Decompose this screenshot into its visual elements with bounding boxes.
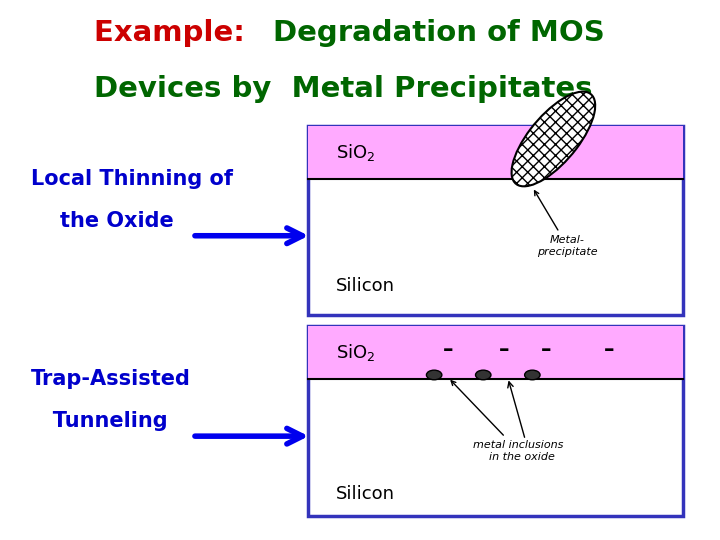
Text: the Oxide: the Oxide	[31, 211, 174, 231]
Text: metal inclusions
  in the oxide: metal inclusions in the oxide	[451, 381, 564, 462]
Ellipse shape	[475, 370, 491, 380]
Text: –: –	[541, 340, 552, 360]
Text: Devices by  Metal Precipitates: Devices by Metal Precipitates	[94, 75, 593, 103]
Ellipse shape	[512, 92, 595, 186]
Text: Silicon: Silicon	[336, 277, 395, 295]
Text: –: –	[443, 340, 454, 360]
Text: SiO$_2$: SiO$_2$	[336, 342, 375, 363]
Text: Tunneling: Tunneling	[31, 411, 168, 431]
FancyBboxPatch shape	[308, 326, 683, 516]
Text: –: –	[604, 340, 615, 360]
FancyBboxPatch shape	[308, 326, 683, 379]
Text: Silicon: Silicon	[336, 485, 395, 503]
Ellipse shape	[525, 370, 540, 380]
Ellipse shape	[426, 370, 442, 380]
Text: Local Thinning of: Local Thinning of	[31, 169, 233, 189]
Text: Trap-Assisted: Trap-Assisted	[31, 369, 191, 389]
Text: –: –	[499, 340, 510, 360]
FancyBboxPatch shape	[308, 126, 683, 315]
Text: SiO$_2$: SiO$_2$	[336, 142, 375, 163]
FancyBboxPatch shape	[308, 126, 683, 179]
Text: Degradation of MOS: Degradation of MOS	[273, 19, 605, 47]
Text: Example:: Example:	[94, 19, 255, 47]
Text: Metal-
precipitate: Metal- precipitate	[534, 191, 598, 257]
